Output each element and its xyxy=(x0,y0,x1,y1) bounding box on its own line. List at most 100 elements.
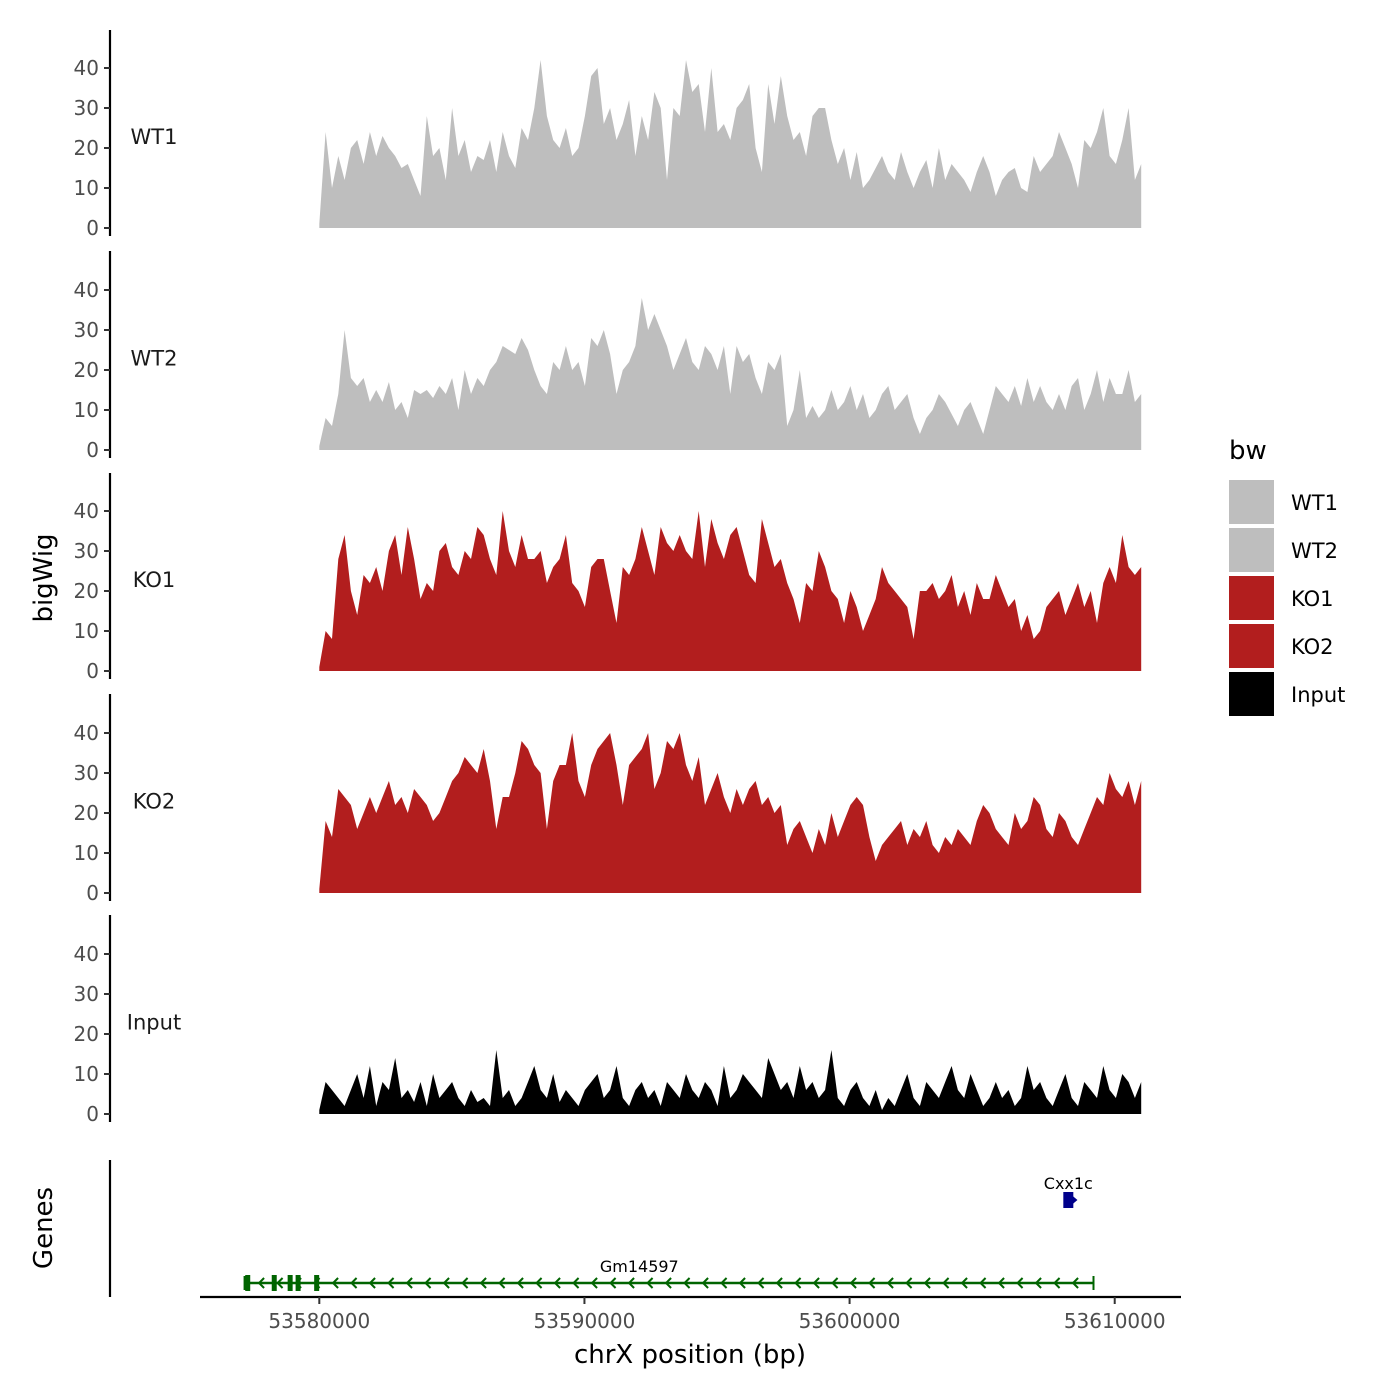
strand-arrow xyxy=(738,1277,746,1289)
strand-arrow xyxy=(923,1277,931,1289)
strand-arrow xyxy=(553,1277,561,1289)
exon xyxy=(271,1275,277,1291)
strand-arrow xyxy=(831,1277,839,1289)
strand-arrow xyxy=(1016,1277,1024,1289)
track-wt2: 0 10 20 30 40 WT2 xyxy=(74,251,1142,462)
track-label: WT2 xyxy=(131,347,178,371)
gene-cxx1c: Cxx1c xyxy=(1044,1174,1093,1208)
strand-arrow xyxy=(1071,1277,1079,1289)
strand-arrow xyxy=(812,1277,820,1289)
exon xyxy=(314,1275,320,1291)
y-tick-label: 30 xyxy=(74,982,99,1006)
exon xyxy=(245,1275,251,1291)
coverage-area-ko1 xyxy=(319,511,1142,671)
strand-arrow xyxy=(572,1277,580,1289)
y-tick-label: 10 xyxy=(74,176,99,200)
strand-arrow xyxy=(775,1277,783,1289)
track-ko1: 0 10 20 30 40 KO1 xyxy=(74,473,1142,683)
strand-arrow xyxy=(683,1277,691,1289)
y-tick-label: 40 xyxy=(74,942,99,966)
strand-arrow xyxy=(535,1277,543,1289)
legend-label: Input xyxy=(1291,683,1345,707)
x-axis-title: chrX position (bp) xyxy=(574,1340,806,1370)
track-label: Input xyxy=(127,1011,181,1035)
y-tick-label: 0 xyxy=(86,216,99,240)
strand-arrow xyxy=(942,1277,950,1289)
y-tick-label: 40 xyxy=(74,56,99,80)
gene-gm14597: Gm14597 xyxy=(243,1257,1095,1291)
strand-arrow xyxy=(405,1277,413,1289)
exon xyxy=(287,1275,293,1291)
x-axis: 53580000 53590000 53600000 53610000 xyxy=(200,1295,1181,1333)
legend-swatch xyxy=(1229,528,1274,572)
y-tick-label: 20 xyxy=(74,358,99,382)
strand-arrow xyxy=(350,1277,358,1289)
legend-label: WT1 xyxy=(1291,491,1338,515)
y-tick-label: 0 xyxy=(86,1102,99,1126)
strand-arrow xyxy=(664,1277,672,1289)
y-tick-label: 30 xyxy=(74,96,99,120)
strand-arrow xyxy=(257,1277,265,1289)
coverage-area-wt1 xyxy=(319,60,1142,228)
track-label: KO2 xyxy=(133,790,176,814)
legend-swatch xyxy=(1229,624,1274,668)
strand-arrow xyxy=(479,1277,487,1289)
y-tick-label: 30 xyxy=(74,318,99,342)
y-tick-label: 40 xyxy=(74,499,99,523)
legend-item-wt2: WT2 xyxy=(1229,528,1338,572)
y-tick-label: 40 xyxy=(74,278,99,302)
legend-item-ko1: KO1 xyxy=(1229,576,1334,620)
track-ko2: 0 10 20 30 40 KO2 xyxy=(74,694,1142,905)
coverage-area-input xyxy=(319,1050,1142,1114)
track-label: WT1 xyxy=(131,125,178,149)
legend-label: KO2 xyxy=(1291,635,1334,659)
exon xyxy=(1063,1192,1074,1208)
legend-swatch xyxy=(1229,672,1274,716)
y-tick-label: 0 xyxy=(86,438,99,462)
strand-arrow xyxy=(368,1277,376,1289)
strand-arrow xyxy=(331,1277,339,1289)
track-input: 0 10 20 30 40 Input xyxy=(74,915,1142,1126)
y-tick-label: 10 xyxy=(74,398,99,422)
strand-arrow xyxy=(276,1277,284,1289)
y-tick-label: 0 xyxy=(86,659,99,683)
y-tick-label: 40 xyxy=(74,721,99,745)
strand-arrow xyxy=(516,1277,524,1289)
strand-arrow xyxy=(794,1277,802,1289)
legend-item-ko2: KO2 xyxy=(1229,624,1334,668)
track-wt1: 0 10 20 30 40 WT1 xyxy=(74,30,1142,240)
legend-swatch xyxy=(1229,576,1274,620)
legend-swatch xyxy=(1229,480,1274,524)
exon xyxy=(295,1275,301,1291)
strand-arrow xyxy=(646,1277,654,1289)
strand-arrow xyxy=(424,1277,432,1289)
y-tick-label: 10 xyxy=(74,619,99,643)
strand-arrow xyxy=(1069,1194,1078,1206)
legend-label: KO1 xyxy=(1291,587,1334,611)
strand-arrow xyxy=(461,1277,469,1289)
strand-arrow xyxy=(868,1277,876,1289)
y-tick-label: 0 xyxy=(86,881,99,905)
gene-label: Cxx1c xyxy=(1044,1174,1093,1193)
strand-arrow xyxy=(905,1277,913,1289)
legend: bw WT1 WT2 KO1 KO2 Input xyxy=(1229,436,1345,716)
y-tick-label: 10 xyxy=(74,1062,99,1086)
bigwig-tracks: 0 10 20 30 40 WT1 0 10 20 30 40 WT2 0 10 20 30 40 KO1 0 10 2… xyxy=(74,30,1142,1126)
y-tick-label: 20 xyxy=(74,579,99,603)
legend-title: bw xyxy=(1229,436,1267,466)
y-tick-label: 20 xyxy=(74,801,99,825)
track-label: KO1 xyxy=(133,568,176,592)
strand-arrow xyxy=(886,1277,894,1289)
strand-arrow xyxy=(609,1277,617,1289)
coverage-area-ko2 xyxy=(319,733,1142,893)
y-tick-label: 10 xyxy=(74,841,99,865)
strand-arrow xyxy=(979,1277,987,1289)
legend-item-input: Input xyxy=(1229,672,1345,716)
strand-arrow xyxy=(720,1277,728,1289)
y-tick-label: 30 xyxy=(74,539,99,563)
x-tick-label: 53580000 xyxy=(268,1309,370,1333)
coverage-area-wt2 xyxy=(319,298,1142,450)
x-tick-label: 53590000 xyxy=(534,1309,636,1333)
gene-label: Gm14597 xyxy=(600,1257,679,1276)
